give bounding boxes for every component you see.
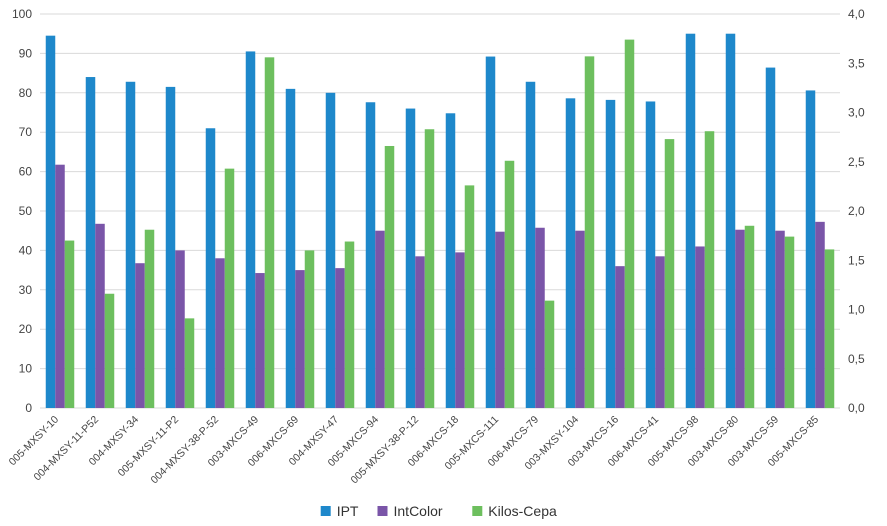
y-left-tick-label: 60	[19, 165, 33, 179]
bar-intcolor	[215, 258, 225, 408]
y-left-tick-label: 90	[19, 46, 33, 60]
bars	[45, 33, 835, 409]
legend-swatch	[320, 506, 331, 516]
legend-label: IntColor	[394, 503, 443, 519]
bar-ipt	[645, 101, 656, 408]
bar-ipt	[285, 88, 296, 409]
bar-kilos-cepa	[224, 168, 235, 408]
bar-ipt	[205, 128, 216, 408]
bar-intcolor	[415, 256, 425, 408]
bar-kilos-cepa	[624, 39, 635, 409]
bar-kilos-cepa	[544, 300, 555, 408]
bar-kilos-cepa	[344, 241, 355, 408]
gridlines	[40, 13, 840, 409]
legend: IPT IntColor Kilos-Cepa	[320, 503, 557, 519]
bar-kilos-cepa	[704, 131, 715, 408]
bar-ipt	[565, 98, 576, 408]
bar-ipt	[605, 99, 616, 408]
bar-kilos-cepa	[744, 225, 755, 408]
y-right-tick-label: 1,0	[848, 303, 865, 317]
legend-swatch	[377, 506, 388, 516]
y-right-tick-label: 2,5	[848, 155, 865, 169]
bar-kilos-cepa	[104, 293, 115, 408]
bar-ipt	[445, 113, 456, 408]
bar-intcolor	[295, 270, 305, 408]
bar-intcolor	[735, 229, 745, 408]
bar-intcolor	[535, 227, 545, 408]
bar-intcolor	[655, 256, 665, 408]
y-left-tick-label: 40	[19, 243, 33, 257]
y-right-tick-label: 4,0	[848, 7, 865, 21]
bar-intcolor	[695, 246, 705, 408]
y-right-tick-label: 0,5	[848, 352, 865, 366]
y-left-tick-label: 70	[19, 125, 33, 139]
bar-ipt	[405, 108, 416, 408]
legend-swatch	[472, 506, 483, 516]
legend-label: IPT	[337, 503, 359, 519]
bar-ipt	[685, 33, 696, 408]
bar-ipt	[765, 67, 776, 408]
bar-intcolor	[335, 268, 345, 408]
bar-ipt	[805, 90, 816, 408]
legend-label: Kilos-Cepa	[488, 503, 557, 519]
bar-kilos-cepa	[384, 145, 395, 409]
bar-kilos-cepa	[464, 185, 475, 408]
bar-ipt	[165, 86, 176, 408]
x-tick-label: 004-MXSY-38-P-52	[149, 414, 222, 487]
y-left-tick-label: 20	[19, 322, 33, 336]
bar-intcolor	[775, 230, 785, 408]
bar-ipt	[245, 51, 256, 409]
bar-kilos-cepa	[64, 240, 75, 408]
x-tick-label: 005-MXSY-38-P-12	[349, 414, 422, 487]
bar-kilos-cepa	[184, 318, 195, 408]
y-left-tick-label: 50	[19, 204, 33, 218]
bar-intcolor	[95, 223, 105, 408]
bar-intcolor	[375, 230, 385, 408]
bar-intcolor	[135, 263, 145, 408]
bar-intcolor	[815, 221, 825, 408]
bar-ipt	[45, 35, 56, 409]
bar-kilos-cepa	[424, 129, 435, 408]
bar-kilos-cepa	[304, 250, 315, 408]
y-right-tick-label: 0,0	[848, 401, 865, 415]
y-right-tick-label: 3,0	[848, 106, 865, 120]
y-right-tick-label: 2,0	[848, 204, 865, 218]
bar-ipt	[485, 56, 496, 409]
y-right-tick-label: 3,5	[848, 56, 865, 70]
bar-kilos-cepa	[784, 236, 795, 408]
bar-kilos-cepa	[504, 160, 515, 408]
bar-kilos-cepa	[264, 57, 275, 409]
bar-kilos-cepa	[824, 249, 835, 408]
y-left-tick-label: 0	[25, 401, 32, 415]
bar-ipt	[365, 102, 376, 408]
y-left-tick-label: 80	[19, 86, 33, 100]
bar-kilos-cepa	[664, 139, 675, 408]
y-right-tick-label: 1,5	[848, 253, 865, 267]
bar-ipt	[125, 81, 136, 409]
bar-kilos-cepa	[584, 56, 595, 409]
bar-intcolor	[255, 273, 265, 408]
y-left-tick-label: 10	[19, 362, 33, 376]
bar-intcolor	[455, 252, 465, 408]
bar-ipt	[325, 92, 336, 409]
y-left-tick-label: 100	[12, 7, 32, 21]
bar-intcolor	[575, 230, 585, 408]
bar-intcolor	[55, 164, 65, 408]
bar-ipt	[525, 81, 536, 409]
y-left-tick-label: 30	[19, 283, 33, 297]
bar-intcolor	[495, 231, 505, 408]
bar-intcolor	[615, 266, 625, 408]
bar-kilos-cepa	[144, 229, 155, 408]
bar-ipt	[725, 33, 736, 408]
bar-intcolor	[175, 250, 185, 408]
bar-ipt	[85, 77, 96, 408]
